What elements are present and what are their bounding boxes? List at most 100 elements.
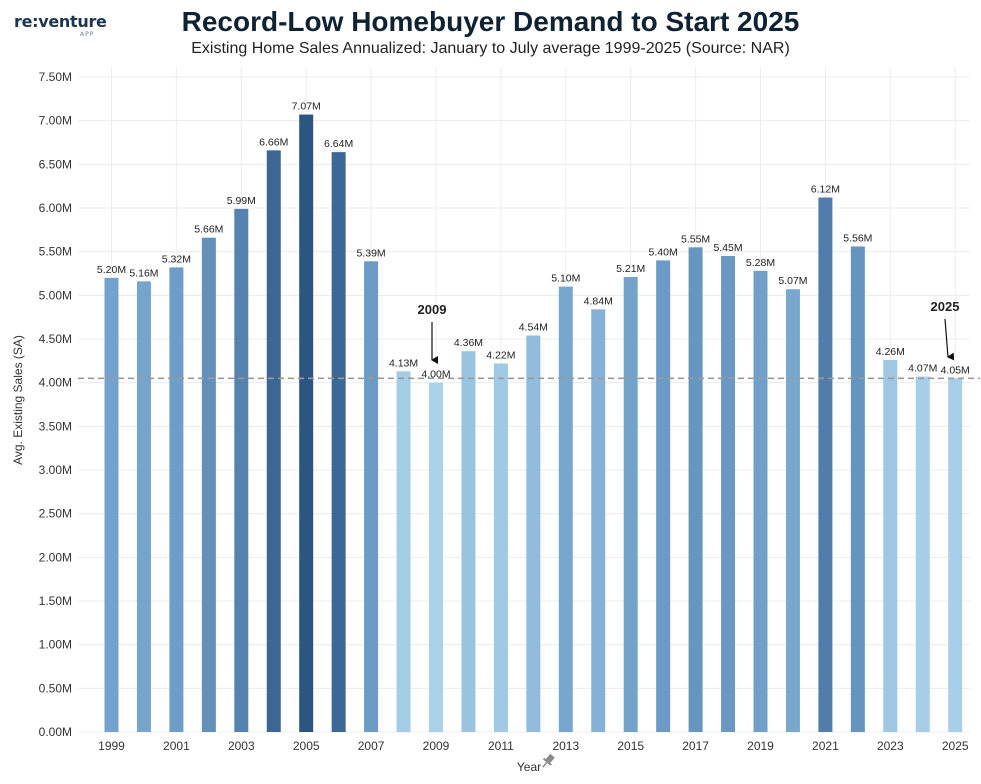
bar-2023[interactable]	[883, 359, 898, 732]
y-axis-ticks: 0.00M 0.50M 1.00M 1.50M 2.00M 2.50M 3.00M 3.50M…	[39, 70, 72, 739]
chart-subtitle: Existing Home Sales Annualized: January …	[191, 40, 790, 57]
bar-2005[interactable]	[299, 114, 314, 732]
x-tick-label: 2021	[812, 739, 839, 753]
bar-2003[interactable]	[234, 208, 249, 732]
bar-2000[interactable]	[136, 281, 151, 732]
y-tick-label: 7.00M	[39, 114, 72, 128]
bar-2013[interactable]	[558, 286, 573, 732]
data-label: 5.20M	[97, 264, 126, 276]
annotation-label: 2025	[931, 299, 960, 314]
bars	[104, 114, 963, 733]
bar-1999[interactable]	[104, 277, 119, 732]
data-label: 5.56M	[843, 232, 872, 244]
data-label: 5.16M	[129, 267, 158, 279]
bar-2020[interactable]	[785, 289, 800, 732]
bar-2011[interactable]	[493, 363, 508, 732]
y-tick-label: 6.00M	[39, 201, 72, 215]
y-tick-label: 0.50M	[39, 681, 72, 695]
data-label: 4.13M	[389, 357, 418, 369]
brand-name: re:venture	[14, 12, 107, 31]
bar-2018[interactable]	[721, 256, 736, 732]
bar-2001[interactable]	[169, 267, 184, 732]
data-label: 4.54M	[519, 322, 548, 334]
data-label: 5.10M	[551, 273, 580, 285]
y-tick-label: 4.00M	[39, 376, 72, 390]
bar-2007[interactable]	[364, 261, 379, 732]
brand-logo: re:venture APP	[14, 12, 107, 38]
pin-icon[interactable]	[539, 752, 556, 770]
bar-2024[interactable]	[915, 376, 930, 732]
data-label: 4.05M	[941, 364, 970, 376]
data-label: 4.26M	[876, 346, 905, 358]
y-tick-label: 0.00M	[39, 725, 72, 739]
bar-2002[interactable]	[201, 237, 216, 732]
bar-2008[interactable]	[396, 371, 411, 732]
bar-2019[interactable]	[753, 270, 768, 732]
x-tick-label: 2025	[942, 739, 969, 753]
y-tick-label: 4.50M	[39, 332, 72, 346]
x-tick-label: 2007	[358, 739, 385, 753]
x-tick-label: 2005	[293, 739, 320, 753]
data-label: 5.07M	[778, 275, 807, 287]
y-tick-label: 2.50M	[39, 507, 72, 521]
data-label: 5.21M	[616, 263, 645, 275]
bar-2009[interactable]	[429, 382, 443, 732]
bar-2025[interactable]	[948, 378, 963, 732]
annotation-label: 2009	[418, 302, 447, 317]
data-label: 6.12M	[811, 184, 840, 196]
data-label: 5.99M	[227, 195, 256, 207]
chart-title: Record-Low Homebuyer Demand to Start 202…	[181, 6, 800, 37]
x-axis-title: Year	[517, 760, 541, 774]
y-tick-label: 6.50M	[39, 157, 72, 171]
data-label: 6.66M	[259, 136, 288, 148]
x-tick-label: 2011	[488, 739, 514, 753]
bar-2022[interactable]	[850, 246, 865, 732]
x-tick-label: 2023	[877, 739, 904, 753]
bar-2017[interactable]	[688, 247, 703, 733]
bar-2021[interactable]	[818, 197, 833, 732]
brand-sub: APP	[80, 31, 95, 38]
data-label: 5.66M	[194, 224, 223, 236]
x-tick-label: 2015	[617, 739, 644, 753]
y-tick-label: 3.50M	[39, 419, 72, 433]
y-tick-label: 1.50M	[39, 594, 72, 608]
x-tick-label: 2001	[163, 739, 190, 753]
data-label: 5.32M	[162, 253, 191, 265]
data-label: 5.55M	[681, 233, 710, 245]
bar-2010[interactable]	[461, 351, 476, 732]
data-labels: 5.20M 5.16M 5.32M 5.66M 5.99M 6.66M 7.07M 6.64M…	[97, 101, 970, 381]
x-tick-label: 2013	[552, 739, 579, 753]
data-label: 5.39M	[357, 247, 386, 259]
data-label: 4.36M	[454, 337, 483, 349]
data-label: 4.07M	[908, 363, 937, 375]
annotation-arrow	[944, 318, 955, 361]
annotations: 2009 2025	[418, 299, 960, 364]
data-label: 5.28M	[746, 257, 775, 269]
y-tick-label: 5.00M	[39, 288, 72, 302]
x-tick-label: 2019	[747, 739, 774, 753]
x-tick-label: 2017	[682, 739, 709, 753]
x-tick-label: 1999	[98, 739, 125, 753]
data-label: 5.45M	[713, 242, 742, 254]
y-tick-label: 2.00M	[39, 550, 72, 564]
bar-2016[interactable]	[656, 260, 671, 732]
y-tick-label: 1.00M	[39, 638, 72, 652]
bar-2012[interactable]	[526, 335, 541, 732]
bar-2014[interactable]	[591, 309, 606, 732]
data-label: 6.64M	[324, 138, 353, 150]
data-label: 4.84M	[584, 295, 613, 307]
bar-2004[interactable]	[266, 150, 281, 733]
data-label: 4.22M	[486, 349, 515, 361]
bar-2015[interactable]	[623, 276, 638, 732]
y-tick-label: 7.50M	[39, 70, 72, 84]
y-tick-label: 3.00M	[39, 463, 72, 477]
data-label: 4.00M	[421, 369, 450, 381]
bar-2006[interactable]	[331, 152, 346, 732]
y-axis-title: Avg. Existing Sales (SA)	[11, 335, 25, 465]
x-tick-label: 2003	[228, 739, 255, 753]
data-label: 7.07M	[292, 101, 321, 113]
x-axis-ticks: 1999 2001 2003 2005 2007 2009 2011 2013 2015 2017…	[98, 739, 969, 753]
x-tick-label: 2009	[423, 739, 450, 753]
y-tick-label: 5.50M	[39, 245, 72, 259]
